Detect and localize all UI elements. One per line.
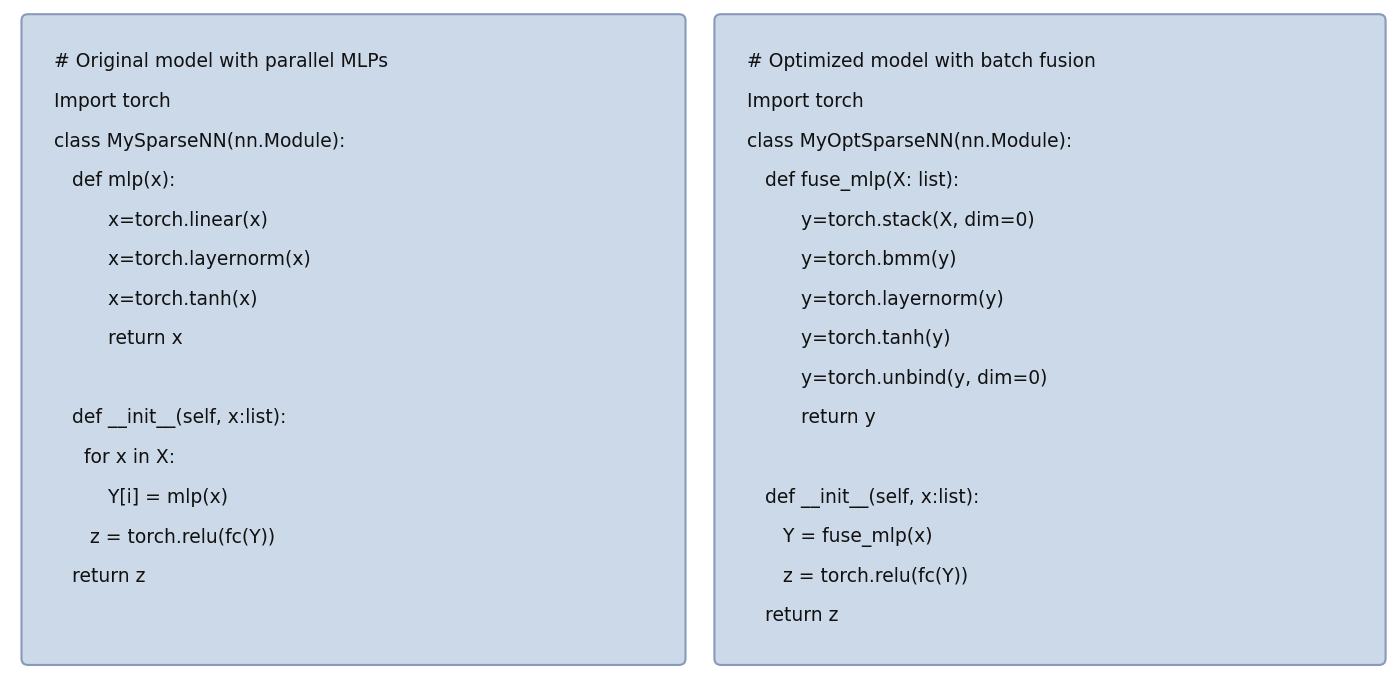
FancyBboxPatch shape xyxy=(21,14,686,665)
Text: y=torch.stack(X, dim=0): y=torch.stack(X, dim=0) xyxy=(748,211,1035,230)
Text: Y[i] = mlp(x): Y[i] = mlp(x) xyxy=(55,488,228,506)
Text: return z: return z xyxy=(748,606,839,625)
Text: Import torch: Import torch xyxy=(55,92,171,111)
Text: y=torch.bmm(y): y=torch.bmm(y) xyxy=(748,250,956,269)
Text: Import torch: Import torch xyxy=(748,92,864,111)
Text: class MyOptSparseNN(nn.Module):: class MyOptSparseNN(nn.Module): xyxy=(748,132,1072,151)
Text: y=torch.tanh(y): y=torch.tanh(y) xyxy=(748,329,951,348)
Text: return x: return x xyxy=(55,329,183,348)
Text: def fuse_mlp(X: list):: def fuse_mlp(X: list): xyxy=(748,171,959,191)
Text: x=torch.tanh(x): x=torch.tanh(x) xyxy=(55,289,258,309)
Text: z = torch.relu(fc(Y)): z = torch.relu(fc(Y)) xyxy=(748,567,969,586)
Text: y=torch.layernorm(y): y=torch.layernorm(y) xyxy=(748,289,1004,309)
Text: # Optimized model with batch fusion: # Optimized model with batch fusion xyxy=(748,52,1096,71)
Text: # Original model with parallel MLPs: # Original model with parallel MLPs xyxy=(55,52,388,71)
Text: return y: return y xyxy=(748,408,876,427)
Text: return z: return z xyxy=(55,567,146,586)
Text: def __init__(self, x:list):: def __init__(self, x:list): xyxy=(748,488,980,508)
FancyBboxPatch shape xyxy=(714,14,1386,665)
Text: def mlp(x):: def mlp(x): xyxy=(55,171,175,190)
Text: class MySparseNN(nn.Module):: class MySparseNN(nn.Module): xyxy=(55,132,346,151)
Text: z = torch.relu(fc(Y)): z = torch.relu(fc(Y)) xyxy=(55,527,276,546)
Text: y=torch.unbind(y, dim=0): y=torch.unbind(y, dim=0) xyxy=(748,369,1047,388)
Text: x=torch.linear(x): x=torch.linear(x) xyxy=(55,211,267,230)
Text: x=torch.layernorm(x): x=torch.layernorm(x) xyxy=(55,250,311,269)
Text: def __init__(self, x:list):: def __init__(self, x:list): xyxy=(55,408,287,429)
Text: Y = fuse_mlp(x): Y = fuse_mlp(x) xyxy=(748,527,932,547)
Text: for x in X:: for x in X: xyxy=(55,448,175,467)
